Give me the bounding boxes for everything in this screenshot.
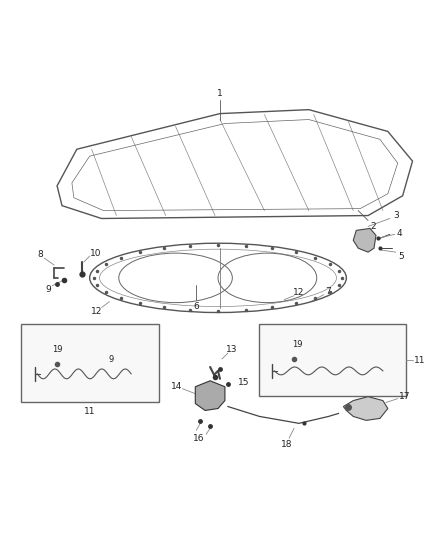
Text: 19: 19 <box>292 340 302 349</box>
Text: 7: 7 <box>326 287 332 296</box>
Text: 5: 5 <box>398 252 403 261</box>
Text: 12: 12 <box>91 307 102 316</box>
Text: 16: 16 <box>193 434 204 443</box>
Text: 14: 14 <box>171 382 182 391</box>
Text: 13: 13 <box>226 345 237 353</box>
Polygon shape <box>353 229 376 252</box>
Polygon shape <box>343 397 388 421</box>
Polygon shape <box>195 381 225 410</box>
Text: 15: 15 <box>238 378 249 387</box>
Text: 6: 6 <box>194 302 199 311</box>
Text: 11: 11 <box>413 356 425 365</box>
Text: 17: 17 <box>399 392 410 401</box>
Text: 1: 1 <box>217 90 223 98</box>
FancyBboxPatch shape <box>21 325 159 401</box>
Text: 9: 9 <box>109 354 114 364</box>
Text: 12: 12 <box>293 288 305 297</box>
FancyBboxPatch shape <box>259 325 406 395</box>
Text: 8: 8 <box>37 249 43 259</box>
Text: 2: 2 <box>370 222 376 231</box>
Text: 11: 11 <box>84 407 95 416</box>
Text: 18: 18 <box>281 440 293 449</box>
Text: 9: 9 <box>45 285 51 294</box>
Text: 19: 19 <box>52 345 62 353</box>
Text: 3: 3 <box>393 211 399 220</box>
Text: 4: 4 <box>397 229 403 238</box>
Text: 10: 10 <box>90 248 101 257</box>
